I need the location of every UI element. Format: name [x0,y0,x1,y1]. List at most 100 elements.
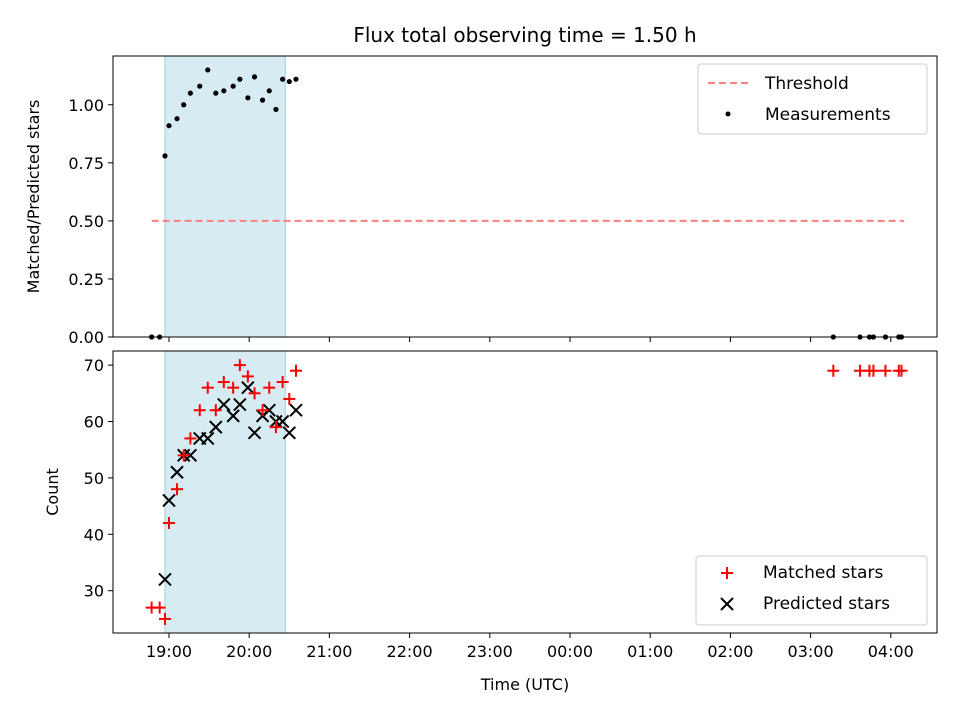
matched-stars-point [895,364,908,377]
measurement-point [245,95,251,101]
matched-stars-point [241,370,254,383]
predicted-stars-point [289,403,303,417]
measurement-point [174,116,180,122]
top-y-tick-label: 0.75 [68,154,104,173]
matched-stars-point [269,421,282,434]
matched-stars-point [233,359,246,372]
matched-stars-point [171,483,184,496]
measurement-point [280,76,286,82]
top-y-tick-label: 1.00 [68,96,104,115]
predicted-stars-point [183,448,198,463]
bottom-y-tick-label: 40 [84,525,104,544]
matched-stars-point [867,364,880,377]
matched-stars-point [827,364,840,377]
x-tick-label: 01:00 [627,642,673,661]
matched-stars-point [263,381,276,394]
predicted-stars-legend-swatch [720,597,734,611]
measurements-legend-swatch [725,111,731,117]
measurement-point [197,83,203,89]
x-tick-label: 00:00 [547,642,593,661]
top-axes-frame [112,55,938,338]
predicted-stars-point [247,426,262,440]
measurement-point [230,83,236,89]
matched-stars-legend-label: Matched stars [763,563,883,583]
predicted-stars-point [217,397,231,412]
measurement-point [166,123,172,129]
top-legend: Threshold Measurements [697,63,928,135]
measurement-point [266,88,272,94]
threshold-legend-label: Threshold [764,74,849,94]
measurement-point [205,67,211,73]
predicted-stars-point [233,397,247,412]
top-y-tick-label: 0.00 [68,328,104,347]
predicted-stars-point [262,403,276,417]
bottom-axes-frame [112,350,938,634]
predicted-stars-point [226,409,240,423]
predicted-stars-point [162,493,176,508]
matched-stars-point [248,387,261,400]
x-tick-label: 23:00 [467,642,513,661]
matched-stars-point [158,612,171,625]
top-y-axis-label: Matched/Predicted stars [24,100,43,294]
x-tick-label: 02:00 [707,642,753,661]
matched-stars-point [217,376,230,389]
x-tick-label: 21:00 [306,642,352,661]
bottom-legend: Matched stars Predicted stars [695,555,928,626]
measurement-point [187,90,193,96]
measurement-point [162,153,168,159]
matched-stars-point [276,376,289,389]
top-panel: 0.00 0.25 0.50 0.75 1.00 Matched/Predicted s… [24,55,938,347]
measurement-point [293,76,299,82]
measurement-point [213,90,219,96]
x-tick-label: 19:00 [146,642,192,661]
matched-stars-point [201,381,214,394]
x-axis-label: Time (UTC) [480,675,569,694]
bottom-y-tick-label: 70 [84,356,104,375]
predicted-stars-point [209,420,223,434]
matched-stars-point [193,404,206,417]
x-tick-label: 22:00 [387,642,433,661]
matched-stars-legend-swatch [721,567,733,579]
measurement-point [237,76,243,82]
measurement-point [259,97,266,103]
predicted-stars-point [170,465,184,479]
matched-stars-point [153,601,166,614]
measurement-point [251,74,258,80]
measurement-point [273,106,279,113]
top-y-tick-label: 0.25 [68,270,104,289]
matched-stars-point [177,449,190,462]
bottom-y-axis-label: Count [43,468,62,516]
matched-stars-point [227,381,240,394]
bottom-observing-interval [164,350,286,634]
matched-stars-point [289,364,302,377]
chart-title: Flux total observing time = 1.50 h [353,23,696,47]
matched-stars-point [879,364,892,377]
matched-stars-point [163,517,175,530]
x-tick-label: 03:00 [788,642,834,661]
predicted-stars-point [241,380,255,395]
top-legend-box [697,63,928,135]
measurements-legend-label: Measurements [765,105,891,125]
matched-stars-point [256,404,269,417]
bottom-y-tick-label: 30 [84,582,104,601]
x-tick-label: 20:00 [226,642,272,661]
predicted-stars-legend-label: Predicted stars [763,594,890,614]
predicted-stars-point [282,426,297,440]
matched-stars-point [209,404,222,417]
measurement-point [181,102,187,108]
predicted-stars-point [201,431,215,446]
x-tick-label: 04:00 [868,642,914,661]
matched-stars-point [283,392,296,405]
bottom-legend-box [695,555,928,626]
matched-stars-point [184,432,197,445]
predicted-stars-point [158,572,172,587]
measurement-point [221,88,227,94]
predicted-stars-point [275,414,290,429]
bottom-y-tick-label: 60 [84,413,104,432]
measurement-point [286,78,292,85]
bottom-y-tick-label: 50 [84,469,104,488]
bottom-panel: 19:00 20:00 21:00 22:00 23:00 00:00 01:00 02:00… [43,350,938,694]
top-observing-interval [164,55,286,338]
top-y-tick-label: 0.50 [68,212,104,231]
